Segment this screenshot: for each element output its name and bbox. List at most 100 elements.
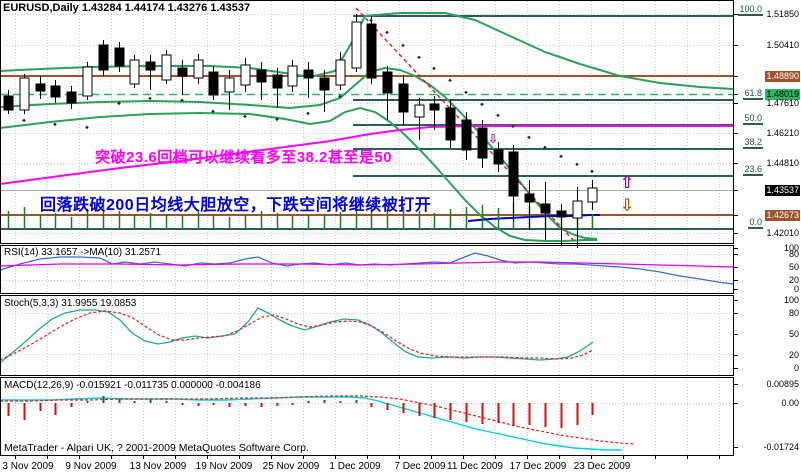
candle-body [461, 119, 472, 151]
macd-scale-label: -0.01724 [763, 442, 799, 452]
sar-dot [369, 18, 373, 23]
candle-body [256, 69, 267, 83]
sar-dot [432, 66, 436, 71]
axis-tick [734, 334, 738, 335]
candle-body [429, 103, 440, 111]
chart-title: EURUSD,Daily 1.43284 1.44174 1.43276 1.4… [3, 2, 251, 14]
axis-tick [734, 368, 738, 369]
rsi-label: RSI(14) 33.1657 ->MA(10) 31.2571 [4, 247, 162, 258]
candle-body [3, 95, 14, 111]
macd-signal-line [0, 395, 636, 445]
candle-body [572, 200, 583, 219]
price-label: 1.48890 [765, 71, 800, 82]
candle-body [193, 59, 204, 79]
candle-body [66, 91, 77, 104]
date-label: 7 Dec 2009 [394, 461, 446, 472]
candle-body [50, 85, 61, 98]
macd-scale-label: 0.00 [781, 398, 799, 408]
copyright-text: MetaTrader - Alpari UK, ? 2001-2009 Meta… [4, 442, 309, 454]
fib-level-label: 23.6 [743, 164, 763, 176]
sar-dot [306, 111, 310, 116]
date-label: 25 Nov 2009 [262, 461, 320, 472]
sar-dot [180, 98, 184, 103]
annotation-fib-breakout[interactable]: 突破23.6回档可以继续看多至38.2甚至是50 [95, 149, 393, 166]
stoch-scale-label: 20 [788, 350, 799, 360]
date-label: 17 Dec 2009 [509, 461, 567, 472]
macd-label: MACD(12,26,9) -0.015921 -0.011735 0.0000… [4, 380, 261, 391]
candle-body [129, 59, 140, 85]
stoch-scale-label: 50 [788, 329, 799, 339]
pane-border-3 [0, 377, 734, 456]
sar-dot [464, 90, 468, 95]
axis-tick [734, 267, 738, 268]
candle-body [508, 151, 519, 197]
candle-body [556, 210, 567, 218]
price-label: 1.47610 [766, 98, 799, 108]
rsi-scale-label: 80 [788, 249, 799, 259]
rsi-scale-label: 0 [793, 284, 799, 294]
candle-body [524, 193, 535, 203]
price-label: 1.44810 [766, 158, 799, 168]
sar-dot [53, 122, 57, 127]
candle-body [366, 23, 377, 79]
down-arrow[interactable]: ⇩ [620, 196, 635, 215]
axis-tick [734, 280, 738, 281]
date-label: 19 Nov 2009 [195, 461, 253, 472]
fib-level-label: 61.8 [743, 88, 763, 100]
candle-body [477, 127, 488, 159]
axis-tick [734, 447, 738, 448]
candle-body [177, 67, 188, 77]
chart-plot-area[interactable] [0, 0, 734, 473]
sar-dot [85, 125, 89, 130]
pane-border-2 [0, 295, 734, 376]
sar-dot [480, 102, 484, 107]
price-label: 1.46210 [766, 128, 799, 138]
sar-dot [401, 43, 405, 48]
date-label: 9 Nov 2009 [65, 461, 117, 472]
axis-tick [734, 233, 738, 234]
candle-body [351, 21, 362, 69]
axis-tick [734, 215, 738, 216]
sar-dot [117, 101, 121, 106]
sar-dot [243, 114, 247, 119]
axis-tick [734, 103, 738, 104]
date-axis[interactable]: 3 Nov 2009 9 Nov 2009 13 Nov 2009 19 Nov 20… [0, 455, 734, 473]
stoch-d-line [0, 310, 594, 361]
axis-tick [734, 313, 738, 314]
candle-body [82, 66, 93, 97]
stoch-scale-label: 0 [793, 363, 799, 373]
date-label: 23 Dec 2009 [573, 461, 631, 472]
stoch-scale-label: 100 [783, 295, 799, 305]
axis-tick [734, 254, 738, 255]
small-down-arrow[interactable]: ⇩ [488, 132, 499, 146]
axis-tick [734, 163, 738, 164]
stoch-scale-label: 80 [788, 308, 799, 318]
axis-tick [734, 248, 738, 249]
annotation-ma200-short[interactable]: 回落跌破200日均线大胆放空，下跌空间将继续被打开 [40, 197, 432, 214]
price-label: 1.42673 [765, 210, 800, 221]
candle-body [335, 59, 346, 86]
fib-level-label: 38.2 [743, 137, 763, 149]
axis-tick [734, 355, 738, 356]
candle-body [114, 47, 125, 67]
candle-body [145, 61, 156, 71]
price-label: 1.43537 [765, 185, 800, 196]
candle-body [493, 149, 504, 165]
price-axis[interactable]: 1.51850 1.50410 1.48890 1.48019 1.47610 1.462… [734, 0, 801, 473]
axis-tick [734, 190, 738, 191]
candle-body [240, 64, 251, 86]
candle-body [382, 71, 393, 94]
fib-level-label: 0.0 [748, 217, 763, 229]
rsi-scale-label: 50 [788, 262, 799, 272]
sar-dot [417, 55, 421, 60]
sar-dot [211, 109, 215, 114]
axis-tick [734, 403, 738, 404]
candle-body [19, 77, 30, 111]
up-arrow[interactable]: ⇧ [620, 173, 635, 192]
candle-body [540, 203, 551, 214]
axis-tick [734, 45, 738, 46]
date-label: 13 Nov 2009 [129, 461, 187, 472]
candle-body [445, 107, 456, 141]
pane-border-0 [0, 0, 734, 244]
